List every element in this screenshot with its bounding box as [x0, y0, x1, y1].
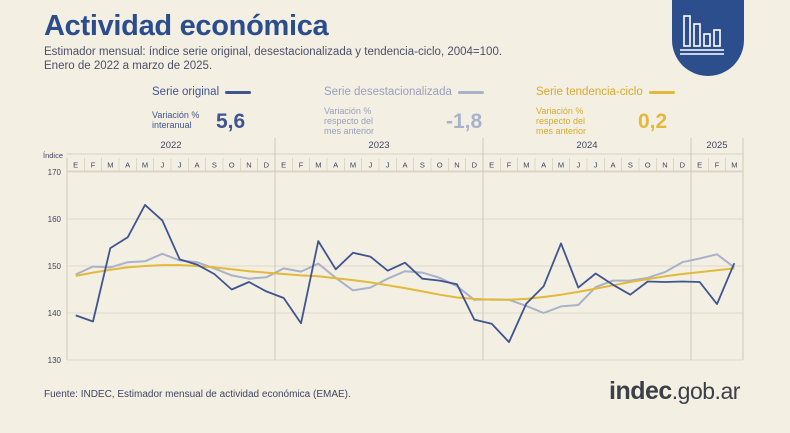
kpi-trend-label-line: Variación %	[536, 106, 584, 116]
legend-seasonal: Serie desestacionalizada	[324, 86, 484, 98]
year-label: 2024	[576, 140, 597, 151]
logo-text: indec	[609, 377, 672, 405]
x-tick-label: D	[472, 161, 478, 170]
x-tick-label: E	[697, 161, 702, 170]
x-tick-label: A	[194, 161, 199, 170]
y-tick-label: 130	[48, 356, 62, 365]
kpi-seasonal-label: Variación % respecto del mes anterior	[324, 106, 374, 136]
y-tick-label: 160	[48, 215, 62, 224]
x-tick-label: M	[107, 161, 113, 170]
x-tick-label: O	[645, 161, 651, 170]
kpi-original-label-line: Variación %	[152, 110, 200, 120]
indec-logo: indec.gob.ar	[609, 377, 740, 406]
x-tick-label: F	[299, 161, 304, 170]
logo-domain: .gob.ar	[671, 378, 741, 404]
bar-chart-icon	[680, 15, 724, 55]
legend-trend-label: Serie tendencia-ciclo	[536, 86, 643, 98]
x-tick-label: F	[507, 161, 512, 170]
x-tick-label: N	[246, 161, 251, 170]
x-tick-label: A	[610, 161, 615, 170]
x-tick-label: D	[264, 161, 270, 170]
year-label: 2025	[706, 140, 727, 151]
x-tick-label: M	[558, 161, 564, 170]
kpi-trend-label-line: respecto del	[536, 116, 586, 126]
x-tick-label: M	[523, 161, 529, 170]
x-tick-label: A	[333, 161, 338, 170]
subtitle-line-2: Enero de 2022 a marzo de 2025.	[44, 60, 213, 72]
series-line-trend	[75, 264, 735, 301]
subtitle-line-1: Estimador mensual: índice serie original…	[44, 46, 503, 58]
x-tick-label: S	[420, 161, 425, 170]
kpi-seasonal-label-line: respecto del	[324, 116, 374, 126]
chart-title: Actividad económica	[44, 10, 329, 42]
legend-original-swatch	[225, 90, 252, 94]
x-tick-label: S	[628, 161, 633, 170]
kpi-seasonal-label-line: Variación %	[324, 106, 372, 116]
legend-original-label: Serie original	[152, 86, 220, 98]
x-tick-label: J	[594, 161, 598, 170]
x-tick-label: M	[142, 161, 148, 170]
x-tick-label: J	[178, 161, 182, 170]
x-tick-label: M	[731, 161, 737, 170]
x-tick-label: N	[662, 161, 667, 170]
x-tick-label: F	[91, 161, 96, 170]
y-axis-title: Índice	[43, 151, 63, 160]
y-tick-label: 170	[48, 168, 62, 177]
year-label: 2023	[368, 140, 389, 151]
year-label: 2022	[160, 140, 181, 151]
legend-trend: Serie tendencia-ciclo	[536, 86, 675, 98]
x-tick-label: S	[212, 161, 217, 170]
kpi-seasonal-value: -1,8	[446, 110, 483, 133]
kpi-seasonal-label-line: mes anterior	[324, 126, 375, 136]
x-tick-label: A	[402, 161, 407, 170]
x-tick-label: M	[315, 161, 321, 170]
x-tick-label: N	[454, 161, 459, 170]
x-tick-label: A	[125, 161, 130, 170]
kpi-original-label-line: interanual	[152, 120, 192, 130]
x-tick-label: F	[715, 161, 720, 170]
x-tick-label: J	[368, 161, 372, 170]
x-tick-label: E	[489, 161, 494, 170]
x-tick-label: D	[680, 161, 686, 170]
x-tick-label: E	[281, 161, 286, 170]
legend-seasonal-swatch	[457, 90, 484, 94]
legend-original: Serie original	[152, 86, 252, 98]
legend-seasonal-label: Serie desestacionalizada	[324, 86, 452, 98]
source-note: Fuente: INDEC, Estimador mensual de acti…	[44, 389, 351, 400]
x-tick-label: M	[350, 161, 356, 170]
kpi-trend-value: 0,2	[638, 110, 668, 133]
kpi-original-label: Variación % interanual	[152, 110, 199, 130]
kpi-original-value: 5,6	[216, 110, 246, 133]
kpi-trend-label: Variación % respecto del mes anterior	[536, 106, 586, 136]
series-line-original	[75, 203, 736, 344]
legend-trend-swatch	[648, 90, 675, 94]
x-tick-label: O	[229, 161, 235, 170]
x-tick-label: J	[576, 161, 580, 170]
x-tick-label: O	[437, 161, 443, 170]
chart-subtitle: Estimador mensual: índice serie original…	[44, 45, 604, 73]
x-tick-label: J	[160, 161, 164, 170]
y-tick-label: 140	[48, 309, 62, 318]
x-tick-label: J	[386, 161, 390, 170]
x-tick-label: E	[73, 161, 78, 170]
indec-badge	[672, 0, 744, 76]
kpi-trend-label-line: mes anterior	[536, 126, 587, 136]
x-tick-label: A	[541, 161, 546, 170]
y-tick-label: 150	[48, 262, 62, 271]
